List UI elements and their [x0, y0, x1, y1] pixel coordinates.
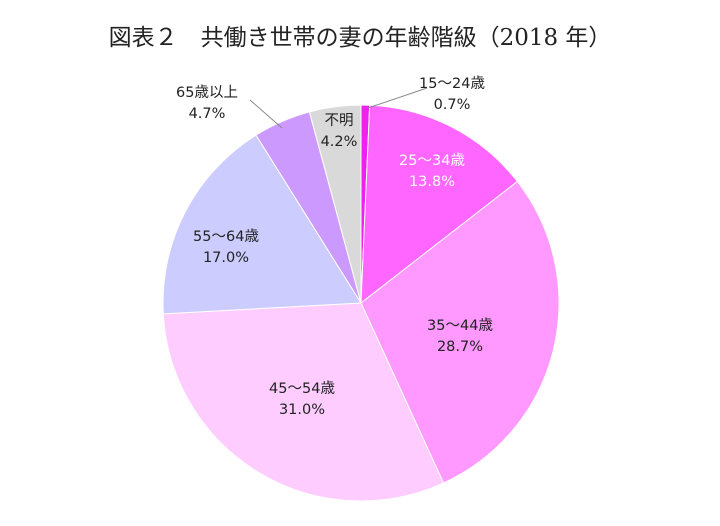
pie-slices: [162, 104, 560, 502]
leader-line-5: [249, 99, 283, 129]
slice-value-label-2: 28.7%: [437, 339, 483, 355]
slice-value-label-6: 4.2%: [321, 134, 358, 150]
leader-lines: [249, 87, 428, 129]
slice-labels: 15～24歳 0.7% 25～34歳 13.8% 35～44歳 28.7% 45～54歳 31…: [176, 75, 493, 418]
slice-category-label-6: 不明: [325, 113, 354, 129]
slice-category-label-4: 55～64歳: [193, 228, 259, 245]
slice-value-label-0: 0.7%: [434, 97, 471, 113]
pie-slice-4: [162, 134, 362, 315]
pie-slice-2: [360, 180, 560, 484]
slice-category-label-3: 45～54歳: [269, 380, 335, 397]
slice-category-label-1: 25～34歳: [399, 152, 465, 169]
chart-title: 図表２ 共働き世帯の妻の年齢階級（2018 年）: [108, 25, 612, 51]
slice-category-label-2: 35～44歳: [427, 317, 493, 334]
slice-value-label-5: 4.7%: [189, 106, 226, 122]
leader-line-0: [367, 87, 428, 109]
slice-value-label-4: 17.0%: [203, 250, 249, 266]
slice-category-label-0: 15～24歳: [419, 75, 485, 92]
slice-category-label-5: 65歳以上: [176, 84, 238, 101]
pie-slice-1: [360, 104, 519, 305]
slice-value-label-1: 13.8%: [409, 174, 455, 190]
pie-slice-6: [308, 104, 362, 304]
pie-slice-3: [162, 302, 445, 502]
slice-value-label-3: 31.0%: [279, 402, 325, 418]
